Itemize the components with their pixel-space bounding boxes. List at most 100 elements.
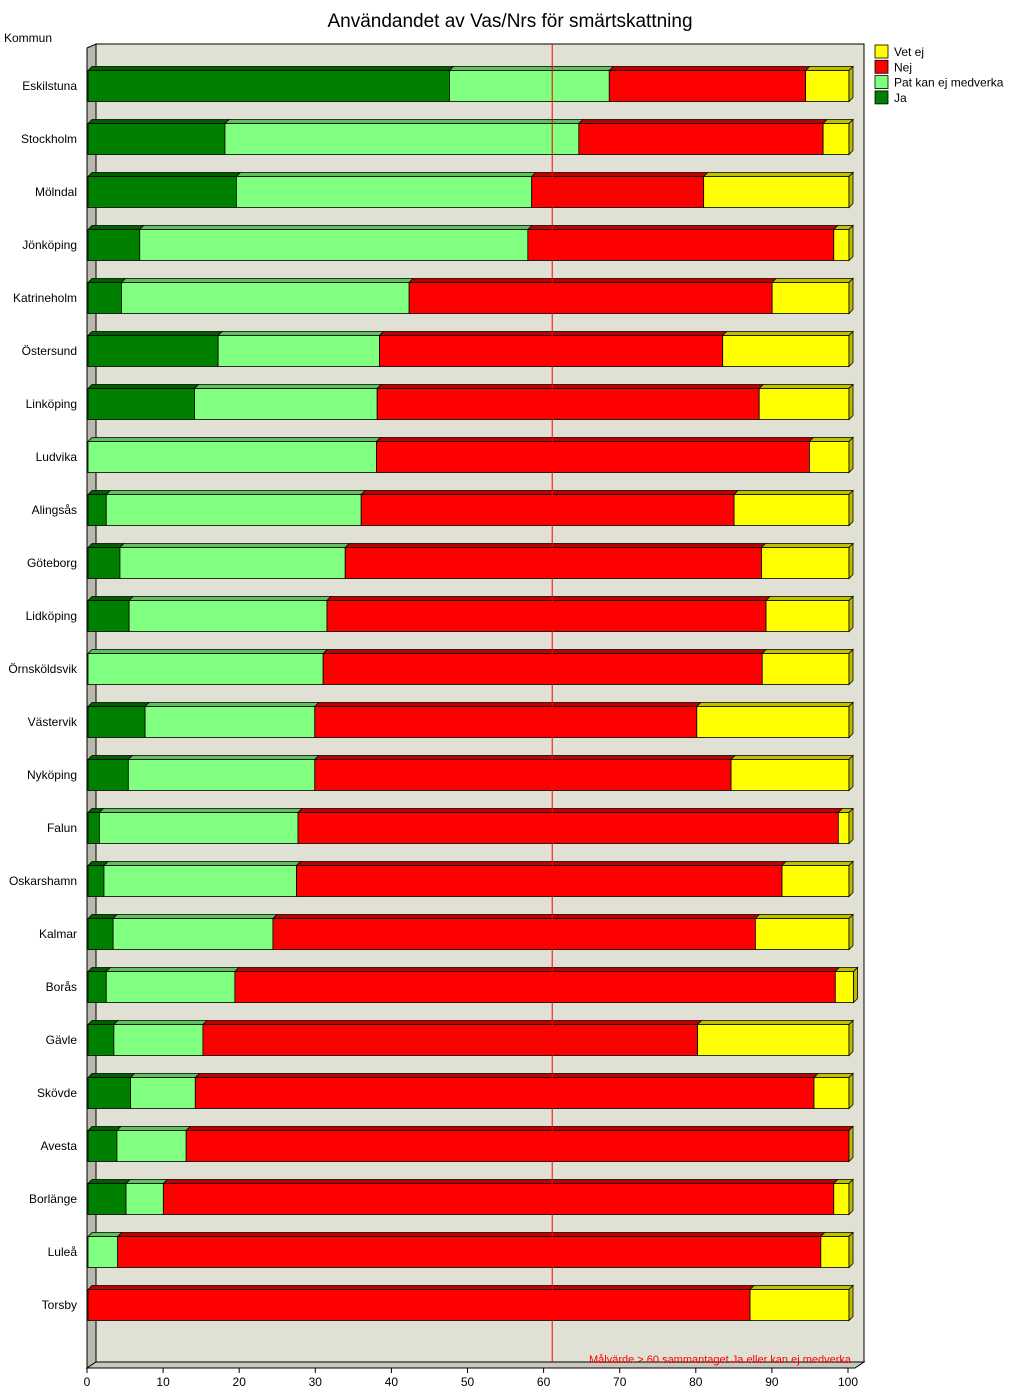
bar-segment [531,176,705,208]
bar-segment [758,388,850,420]
x-tick-label: 90 [765,1375,779,1389]
bar-segment-top [758,384,854,389]
bar-end-face [848,224,854,262]
bar-segment-top [103,861,302,866]
bar-segment [235,176,533,208]
bar-segment-top [771,278,854,283]
category-label: Ludvika [36,450,78,464]
bar-segment [771,282,850,314]
bar-segment [112,918,274,950]
bar-segment-top [87,1232,123,1237]
bar-segment-top [112,914,278,919]
category-label: Västervik [28,715,78,729]
bar-segment-top [118,543,351,548]
bar-segment-top [224,119,584,124]
bar-segment [202,1024,698,1056]
bar-row [87,1019,854,1057]
legend-label: Vet ej [894,45,924,59]
legend-label: Pat kan ej medverka [894,76,1004,90]
bar-segment [697,1024,850,1056]
bar-row [87,701,854,739]
bar-segment-top [87,384,200,389]
bar-segment [833,229,850,261]
bar-segment [344,547,762,579]
bar-segment-top [87,278,127,283]
bar-end-face [848,701,854,739]
bar-row [87,277,854,315]
bar-segment [87,547,121,579]
bar-segment [608,70,807,102]
legend-swatch [874,59,889,74]
bar-segment [119,547,346,579]
bar-segment [87,123,226,155]
bar-end-face [848,595,854,633]
bar-segment-top [138,225,533,230]
bar-segment [761,547,850,579]
category-label: Luleå [48,1245,78,1259]
bar-segment-top [87,596,135,601]
bar-segment-top [822,119,854,124]
bar-segment-top [376,384,765,389]
bar-segment [360,494,735,526]
bar-segment [527,229,835,261]
bar-end-face [848,1019,854,1057]
bar-segment-top [730,755,854,760]
category-label: Borås [46,980,77,994]
category-label: Nyköping [27,768,77,782]
bar-segment-top [193,384,383,389]
bar-row [87,1231,854,1269]
x-tick-label: 70 [613,1375,627,1389]
bar-segment [749,1289,850,1321]
category-label: Stockholm [21,132,77,146]
bar-end-face [848,648,854,686]
bar-segment [809,441,850,473]
bar-segment [105,494,362,526]
bar-segment [805,70,850,102]
bar-row [87,330,854,368]
bar-segment-top [696,1020,854,1025]
bar-segment [128,600,328,632]
bar-segment [87,441,377,473]
bar-segment-top [378,331,728,336]
bar-segment [781,865,850,897]
bar-segment [194,1077,815,1109]
category-label: Alingsås [32,503,77,517]
bar-segment [326,600,767,632]
bar-segment-top [325,596,772,601]
bar-segment-top [760,543,854,548]
bar-segment [144,706,316,738]
bar-segment [837,812,850,844]
bar-segment [87,865,105,897]
category-label: Skövde [37,1086,77,1100]
bar-segment [87,1077,132,1109]
x-tick-label: 30 [309,1375,323,1389]
category-label: Oskarshamn [9,874,77,888]
bar-segment-top [87,172,242,177]
bar-row [87,648,854,686]
x-tick-label: 80 [689,1375,703,1389]
bar-segment [87,600,130,632]
bar-row [87,224,854,262]
bar-segment-top [819,1232,854,1237]
bar-end-face [848,1072,854,1110]
bar-segment [234,971,836,1003]
bar-segment [87,706,146,738]
bar-segment-top [87,1020,119,1025]
bar-segment-top [128,596,332,601]
bar-segment-top [733,490,854,495]
bar-row [87,118,854,156]
bar-end-face [848,277,854,315]
bar-segment-top [87,914,119,919]
bar-segment [87,229,141,261]
bar-segment-top [120,278,415,283]
bar-row [87,595,854,633]
bar-segment [322,653,763,685]
bar-segment [139,229,529,261]
x-tick-label: 100 [838,1375,858,1389]
category-label: Linköping [26,397,77,411]
bar-segment [820,1236,850,1268]
bar-segment-top [217,331,385,336]
bar-row [87,1178,854,1216]
bar-segment-top [87,649,329,654]
